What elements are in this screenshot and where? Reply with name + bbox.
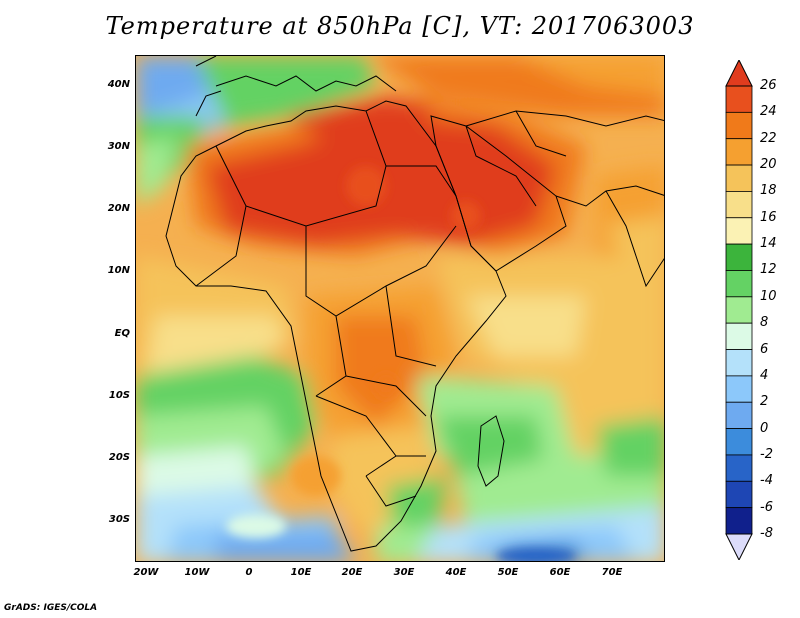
colorbar-cell (725, 454, 753, 482)
lon-label-10e: 10E (290, 567, 312, 578)
colorbar-cell (725, 507, 753, 535)
colorbar-cell (725, 375, 753, 403)
colorbar-cell (725, 138, 753, 166)
colorbar-cell (725, 164, 753, 192)
lon-label-50e: 50E (497, 567, 519, 578)
detail-field (226, 166, 576, 561)
credit-text: GrADS: IGES/COLA (4, 603, 98, 613)
colorbar-tick-label: 20 (760, 157, 777, 173)
lon-label-60e: 60E (549, 567, 571, 578)
lat-label-10s: 10S (108, 390, 130, 401)
lat-label-eq: EQ (114, 328, 130, 339)
colorbar-tick-label: 26 (760, 78, 777, 93)
colorbar-tick-label: -8 (760, 526, 773, 541)
lon-label-0: 0 (245, 567, 253, 578)
colorbar-cell (725, 85, 753, 113)
colorbar-cell (725, 401, 753, 429)
colorbar-tick-label: 8 (760, 315, 769, 331)
colorbar-tick-label: 4 (760, 367, 769, 383)
colorbar-tick-label: 22 (760, 130, 777, 146)
colorbar-tick-label: -2 (760, 446, 773, 462)
arrow-up-triangle-icon (725, 60, 753, 87)
lat-label-20n: 20N (107, 203, 130, 214)
colorbar-cell (725, 349, 753, 377)
colorbar-tick-label: -4 (760, 473, 773, 489)
colorbar-tick-label: 18 (760, 183, 777, 199)
colorbar-cells (725, 85, 753, 535)
temperature-map (136, 56, 664, 561)
colorbar-tick-label: 0 (760, 420, 769, 436)
arrow-down-triangle-icon (725, 533, 753, 560)
colorbar-cell (725, 243, 753, 271)
colorbar-tick-label: 6 (760, 341, 769, 357)
coastlines (165, 56, 664, 552)
lon-label-70e: 70E (601, 567, 623, 578)
chart-title: Temperature at 850hPa [C], VT: 201706300… (105, 12, 695, 40)
lat-label-40n: 40N (107, 79, 130, 90)
colorbar-cell (725, 111, 753, 140)
lon-label-20w: 20W (133, 567, 159, 578)
colorbar-cell (725, 480, 753, 509)
lat-label-20s: 20S (108, 452, 130, 463)
colorbar-tick-label: 24 (760, 104, 777, 120)
colorbar-tick-label: -6 (760, 499, 773, 515)
colorbar-cell (725, 270, 753, 298)
colorbar-tick-label: 16 (760, 209, 777, 225)
colorbar-cell (725, 217, 753, 245)
temperature-field (136, 56, 664, 561)
colorbar-tick-label: 12 (760, 262, 777, 278)
lat-label-30s: 30S (108, 514, 130, 525)
colorbar (725, 60, 753, 560)
colorbar-cell (725, 191, 753, 219)
colorbar-cell (725, 428, 753, 456)
colorbar-tick-label: 14 (760, 236, 777, 252)
lon-label-20e: 20E (341, 567, 363, 578)
map-area (135, 55, 665, 562)
colorbar-tick-label: 2 (760, 394, 769, 410)
colorbar-cell (725, 322, 753, 350)
colorbar-cell (725, 296, 753, 324)
lat-label-10n: 10N (107, 265, 130, 276)
lon-label-40e: 40E (445, 567, 467, 578)
lon-label-30e: 30E (393, 567, 415, 578)
colorbar-tick-label: 10 (760, 288, 777, 304)
lon-label-10w: 10W (184, 567, 210, 578)
lat-label-30n: 30N (107, 141, 130, 152)
